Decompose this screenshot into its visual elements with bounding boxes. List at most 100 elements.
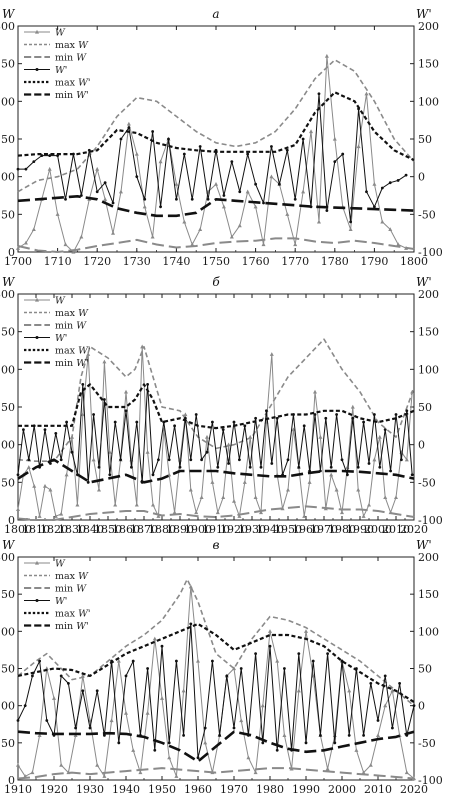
data-point (356, 487, 361, 492)
data-point (396, 242, 401, 247)
data-point (350, 404, 355, 409)
data-point (194, 413, 198, 416)
data-point (349, 220, 353, 224)
data-point (293, 242, 298, 247)
data-point (316, 219, 321, 224)
x-tick-label: 1880 (148, 523, 176, 536)
data-point (124, 674, 128, 678)
data-point (389, 469, 392, 473)
data-point (304, 629, 308, 633)
data-point (218, 734, 222, 737)
data-point (91, 457, 96, 462)
data-point (232, 420, 236, 424)
series-min-w-prime (17, 195, 415, 218)
data-point (131, 748, 136, 752)
data-point (326, 652, 329, 656)
data-point (215, 510, 220, 515)
data-point (242, 480, 247, 484)
x-tick-label: 1920 (40, 783, 68, 796)
data-point (394, 413, 398, 416)
y-left-tick-label: 100 (0, 700, 15, 713)
data-point (376, 733, 380, 737)
x-tick-label: 1960 (184, 783, 212, 796)
data-point (113, 420, 117, 424)
data-point (221, 428, 225, 431)
y-right-tick-label: -50 (418, 208, 436, 221)
data-point (16, 167, 20, 171)
legend-label-w: W (55, 28, 66, 39)
data-point (265, 409, 268, 413)
data-point (388, 227, 393, 231)
data-point (16, 473, 20, 477)
data-point (47, 166, 52, 171)
data-point (283, 667, 286, 670)
data-point (275, 748, 279, 752)
data-point (398, 681, 401, 685)
data-point (221, 495, 226, 499)
x-tick-label: 1940 (112, 783, 140, 796)
data-point (253, 770, 258, 775)
data-point (302, 514, 307, 518)
data-point (324, 416, 328, 420)
legend-label-w-prime: W' (55, 333, 67, 344)
data-point (74, 726, 77, 730)
data-point (119, 458, 122, 462)
data-point (317, 92, 321, 96)
data-point (174, 774, 179, 778)
series-min-w-prime (17, 458, 415, 484)
legend-label-prefix: min (55, 53, 76, 64)
series-min-w (17, 505, 415, 521)
series-min-w (17, 767, 415, 780)
x-tick-label: 1930 (76, 783, 104, 796)
data-point (333, 741, 337, 745)
data-point (325, 209, 329, 212)
legend-label-min-w: min W (55, 53, 87, 64)
x-tick-label: 1960 (292, 523, 320, 536)
x-tick-label: 1700 (4, 255, 32, 268)
series-min-w-prime (17, 730, 415, 763)
data-point (107, 450, 112, 454)
series-max-w-prime (17, 91, 415, 162)
x-tick-label: 1840 (76, 523, 104, 536)
legend-marker (35, 336, 39, 339)
data-point (67, 681, 70, 685)
data-point (151, 130, 155, 133)
x-tick-label: 1990 (346, 523, 374, 536)
data-point (95, 166, 100, 171)
data-point (151, 473, 155, 477)
data-point (380, 186, 384, 190)
data-point (174, 182, 179, 186)
data-point (268, 629, 272, 633)
panel-2: 1800181018201830184018501860187018801890… (0, 275, 443, 536)
data-point (22, 428, 25, 431)
data-point (175, 197, 178, 201)
y-right-tick-label: 0 (418, 171, 425, 184)
data-point (383, 428, 387, 431)
data-point (95, 190, 99, 194)
data-point (88, 726, 92, 730)
data-point (182, 219, 187, 224)
y-left-tick-label: 250 (0, 588, 15, 601)
legend-label-symbol: W' (76, 90, 88, 101)
data-point (225, 674, 229, 678)
panel-3: 1910 1920 1930 1940 1950 1960 1970 1980 1990 2000… (0, 538, 443, 796)
data-point (332, 136, 337, 141)
data-point (361, 514, 366, 518)
data-point (95, 762, 100, 767)
y-right-axis-label: W' (416, 538, 432, 552)
x-tick-label: 1830 (58, 523, 86, 536)
legend-label-prefix: min (55, 584, 76, 595)
data-point (30, 770, 35, 775)
data-point (254, 416, 257, 420)
data-point (211, 420, 214, 424)
data-point (269, 174, 274, 179)
data-point (345, 465, 350, 469)
data-point (178, 465, 182, 469)
legend-label-min-w: min W (55, 584, 87, 595)
series-w-prime (16, 622, 416, 760)
x-tick-label: 1710 (44, 255, 72, 268)
data-point (167, 741, 171, 745)
data-point (86, 480, 90, 484)
data-point (59, 674, 63, 678)
data-point (332, 733, 337, 737)
